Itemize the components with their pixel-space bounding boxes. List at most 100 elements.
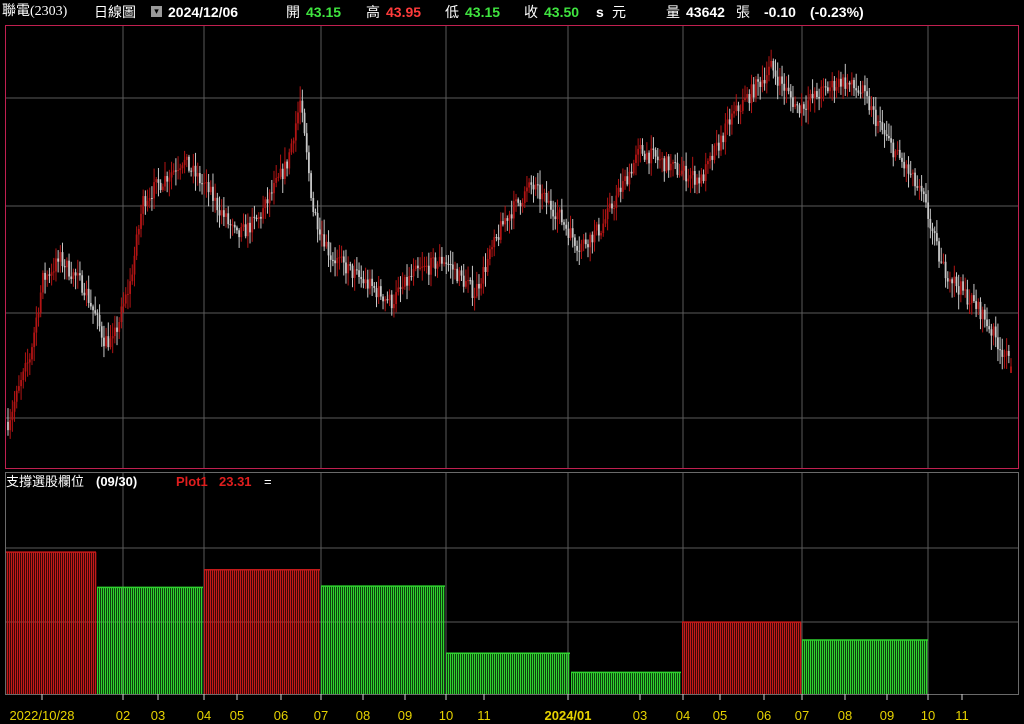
- indicator-bar: [518, 653, 520, 694]
- indicator-bar: [409, 586, 411, 694]
- candle-body: [628, 171, 631, 185]
- indicator-bar: [552, 653, 554, 694]
- indicator-bar: [780, 622, 782, 694]
- volume-value: 43642: [686, 4, 725, 20]
- candle-body: [436, 263, 439, 269]
- candle-body: [238, 230, 241, 238]
- candle-body: [739, 110, 742, 112]
- open-label: 開: [286, 4, 300, 20]
- indicator-bar: [232, 569, 234, 694]
- candle-body: [850, 80, 853, 85]
- candle-body: [482, 267, 485, 284]
- indicator-bar: [840, 640, 842, 694]
- indicator-bar: [268, 569, 270, 694]
- indicator-bar: [270, 569, 272, 694]
- candle-body: [685, 165, 688, 182]
- indicator-bar: [615, 672, 617, 694]
- candle-body: [659, 159, 661, 161]
- indicator-bar: [391, 586, 393, 694]
- indicator-suffix: =: [264, 474, 272, 489]
- candle-body: [303, 112, 306, 134]
- candle-body: [842, 77, 845, 87]
- indicator-bar: [462, 653, 464, 694]
- indicator-bar: [97, 587, 99, 694]
- indicator-bar: [161, 587, 163, 694]
- candle-body: [534, 184, 537, 190]
- candle-body: [848, 82, 851, 85]
- candle-body: [778, 76, 781, 86]
- indicator-bar: [834, 640, 836, 694]
- candle-body: [146, 200, 149, 206]
- indicator-bar: [91, 552, 93, 694]
- indicator-bar: [321, 586, 323, 694]
- candle-body: [445, 262, 448, 264]
- indicator-bar: [607, 672, 609, 694]
- candle-body: [528, 182, 531, 188]
- candle-body: [63, 266, 66, 268]
- indicator-bar: [212, 569, 214, 694]
- indicator-bar: [210, 569, 212, 694]
- candle-body: [384, 299, 387, 302]
- indicator-bar: [633, 672, 635, 694]
- close-suffix: s: [596, 4, 604, 20]
- indicator-bar: [318, 569, 320, 694]
- candle-body: [611, 203, 613, 209]
- candle-body: [46, 274, 49, 280]
- candle-body: [131, 274, 134, 282]
- indicator-bar: [718, 622, 720, 694]
- candle-body: [87, 288, 90, 303]
- candle-body: [510, 214, 513, 219]
- candle-body: [301, 100, 304, 113]
- indicator-bar: [423, 586, 425, 694]
- candlestick-series: [7, 49, 1012, 439]
- candle-body: [789, 91, 792, 98]
- candle-body: [144, 196, 147, 206]
- candle-body: [76, 273, 79, 276]
- candle-body: [464, 281, 467, 287]
- indicator-bar: [914, 640, 916, 694]
- indicator-bar: [193, 587, 195, 694]
- indicator-bar: [103, 587, 105, 694]
- indicator-bar: [476, 653, 478, 694]
- chevron-down-icon[interactable]: ▾: [151, 6, 162, 17]
- indicator-bar: [300, 569, 302, 694]
- candle-body: [840, 78, 842, 87]
- candle-body: [689, 175, 692, 179]
- candle-body: [497, 237, 500, 240]
- indicator-bar: [488, 653, 490, 694]
- indicator-bar: [776, 622, 778, 694]
- indicator-bar: [147, 587, 149, 694]
- indicator-bar: [157, 587, 159, 694]
- indicator-bar: [413, 586, 415, 694]
- candle-body: [580, 243, 583, 252]
- candle-body: [443, 262, 445, 264]
- candle-body: [1001, 349, 1004, 357]
- candle-body: [953, 276, 956, 284]
- indicator-bar: [272, 569, 274, 694]
- candle-body: [696, 177, 698, 185]
- indicator-bar: [341, 586, 343, 694]
- candle-body: [164, 176, 166, 187]
- candle-body: [964, 289, 967, 291]
- indicator-bar: [228, 569, 230, 694]
- stock-name[interactable]: 聯電(2303): [2, 4, 68, 19]
- indicator-bar: [778, 622, 780, 694]
- indicator-bar: [690, 622, 692, 694]
- candle-body: [412, 269, 415, 277]
- indicator-bar: [258, 569, 260, 694]
- indicator-bar: [611, 672, 613, 694]
- candle-body: [249, 222, 251, 233]
- indicator-bar: [754, 622, 756, 694]
- indicator-bar: [746, 622, 748, 694]
- candle-body: [641, 144, 644, 154]
- period-label[interactable]: 日線圖: [94, 4, 136, 20]
- volume-label: 量: [666, 4, 680, 20]
- indicator-bar: [916, 640, 918, 694]
- indicator-bar: [682, 622, 684, 694]
- candle-body: [194, 165, 197, 177]
- candle-body: [645, 152, 648, 160]
- candle-body: [417, 265, 419, 269]
- candle-body: [469, 280, 472, 282]
- candle-body: [872, 106, 875, 110]
